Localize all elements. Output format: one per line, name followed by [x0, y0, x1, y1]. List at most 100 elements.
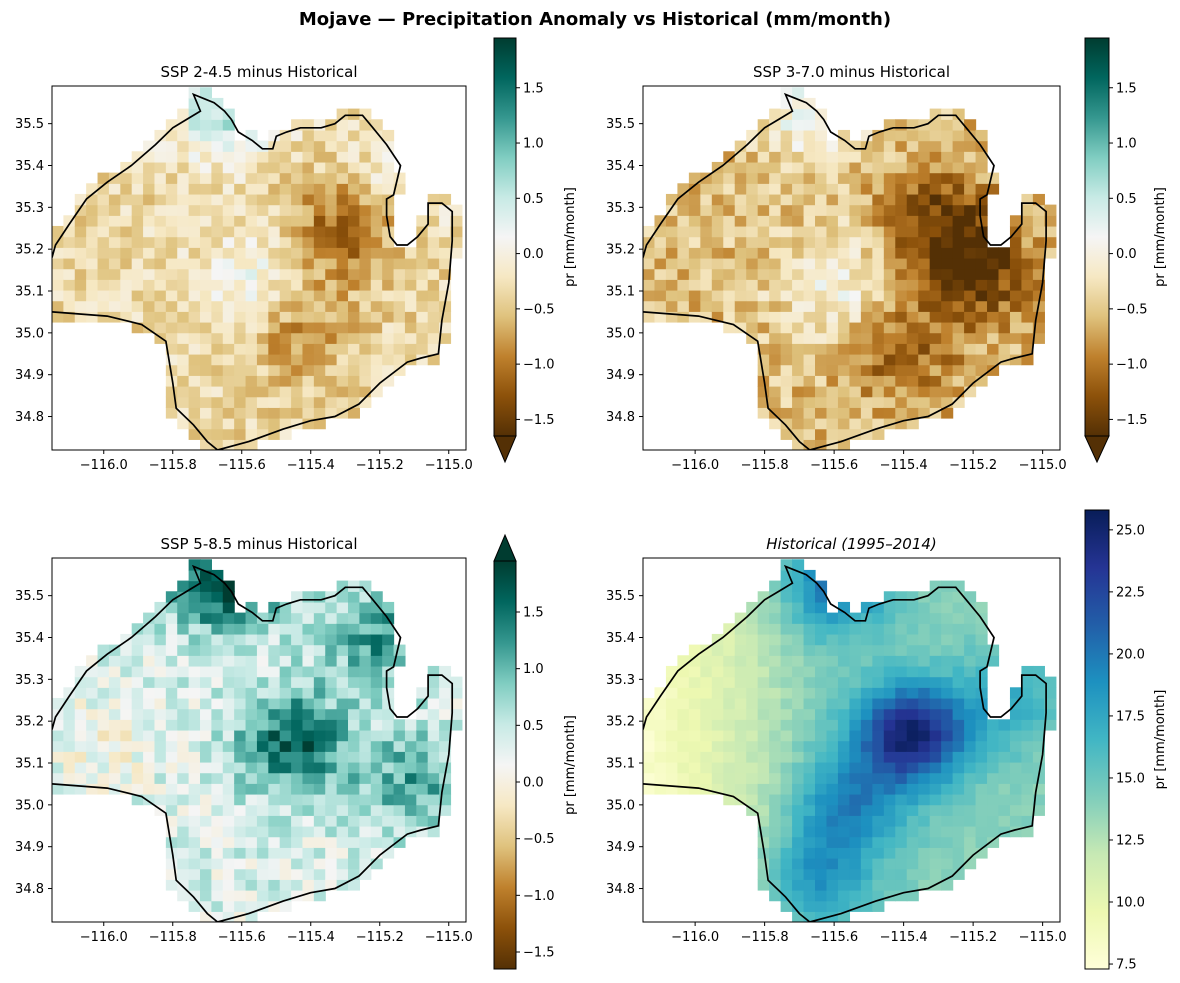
heatmap-cell	[780, 343, 793, 355]
heatmap-cell	[211, 172, 224, 184]
heatmap-cell	[313, 612, 326, 624]
heatmap-cell	[975, 825, 988, 838]
heatmap-cell	[256, 804, 269, 816]
heatmap-cell	[291, 868, 304, 880]
heatmap-cell	[895, 783, 908, 795]
heatmap-cell	[987, 279, 1000, 291]
heatmap-cell	[872, 729, 885, 742]
heatmap-cell	[336, 868, 349, 880]
heatmap-cell	[177, 708, 190, 720]
heatmap-cell	[177, 321, 190, 334]
heatmap-cell	[803, 417, 816, 430]
heatmap-cell	[883, 644, 896, 656]
heatmap-cell	[826, 225, 839, 238]
heatmap-cell	[427, 289, 440, 302]
heatmap-cell	[313, 836, 326, 848]
heatmap-cell	[711, 257, 724, 270]
heatmap-cell	[677, 751, 690, 763]
heatmap-cell	[803, 172, 816, 184]
heatmap-cell	[872, 129, 885, 142]
heatmap-cell	[234, 687, 247, 699]
heatmap-cell	[222, 793, 235, 806]
heatmap-cell	[792, 279, 805, 291]
heatmap-cell	[108, 193, 121, 206]
heatmap-cell	[688, 311, 701, 323]
colorbar-extend-min	[493, 435, 517, 464]
heatmap-cell	[643, 761, 656, 774]
heatmap-cell	[815, 697, 828, 710]
heatmap-cell	[188, 140, 201, 152]
colorbar-tick-label: 10.0	[1116, 896, 1145, 911]
heatmap-cell	[792, 321, 805, 334]
heatmap-cell	[427, 225, 440, 238]
heatmap-cell	[177, 119, 190, 131]
heatmap-cell	[872, 676, 885, 688]
heatmap-cell	[895, 375, 908, 387]
heatmap-cell	[872, 623, 885, 635]
heatmap-cell	[313, 665, 326, 678]
heatmap-cell	[757, 601, 770, 614]
heatmap-cell	[929, 225, 942, 238]
heatmap-cell	[815, 719, 828, 731]
heatmap-cell	[302, 601, 315, 614]
heatmap-cell	[918, 761, 931, 774]
heatmap-cell	[211, 247, 224, 259]
heatmap-cell	[74, 300, 87, 312]
heatmap-cell	[188, 300, 201, 312]
heatmap-cell	[108, 687, 121, 699]
heatmap-cell	[975, 364, 988, 376]
heatmap-cell	[416, 719, 429, 731]
heatmap-cell	[177, 633, 190, 646]
heatmap-cell	[200, 257, 212, 270]
heatmap-cell	[74, 257, 87, 270]
heatmap-cell	[803, 439, 816, 450]
heatmap-cell	[688, 665, 701, 678]
heatmap-cell	[291, 247, 304, 259]
heatmap-cell	[154, 772, 167, 784]
heatmap-cell	[860, 279, 873, 291]
heatmap-cell	[849, 183, 862, 195]
heatmap-cell	[200, 215, 212, 227]
heatmap-cell	[895, 676, 908, 688]
heatmap-cell	[780, 857, 793, 870]
heatmap-cell	[826, 783, 839, 795]
x-tick-label: −115.0	[1019, 458, 1067, 473]
heatmap-cell	[245, 911, 258, 922]
heatmap-cell	[803, 644, 816, 656]
heatmap-cell	[86, 193, 99, 206]
heatmap-cell	[245, 633, 258, 646]
heatmap-cell	[291, 183, 304, 195]
colorbar: −1.5−1.0−0.50.00.51.01.5pr [mm/month]	[493, 533, 578, 970]
heatmap-cell	[688, 687, 701, 699]
heatmap-cell	[348, 825, 360, 838]
heatmap-cell	[837, 140, 851, 152]
heatmap-cell	[291, 687, 304, 699]
heatmap-cell	[860, 364, 873, 376]
heatmap-cell	[165, 151, 178, 163]
heatmap-cell	[313, 225, 326, 238]
heatmap-cell	[734, 719, 747, 731]
heatmap-cell	[302, 612, 315, 624]
heatmap-cell	[143, 644, 156, 656]
heatmap-cell	[200, 761, 212, 774]
heatmap-cell	[803, 697, 816, 710]
heatmap-cell	[348, 129, 360, 142]
heatmap-cell	[188, 601, 201, 614]
heatmap-cell	[700, 172, 713, 184]
heatmap-cell	[757, 119, 770, 131]
heatmap-cell	[188, 129, 201, 142]
heatmap-cell	[780, 151, 793, 163]
y-tick-label: 35.0	[606, 798, 635, 813]
heatmap-cell	[780, 623, 793, 635]
heatmap-cell	[188, 815, 201, 827]
heatmap-cell	[769, 655, 782, 667]
heatmap-cell	[200, 364, 212, 376]
heatmap-cell	[780, 268, 793, 280]
heatmap-cell	[302, 804, 315, 816]
heatmap-cell	[325, 815, 338, 827]
heatmap-cell	[325, 375, 338, 387]
heatmap-cell	[906, 364, 919, 376]
heatmap-cell	[279, 279, 292, 291]
heatmap-cell	[929, 193, 942, 206]
heatmap-cell	[998, 751, 1011, 763]
